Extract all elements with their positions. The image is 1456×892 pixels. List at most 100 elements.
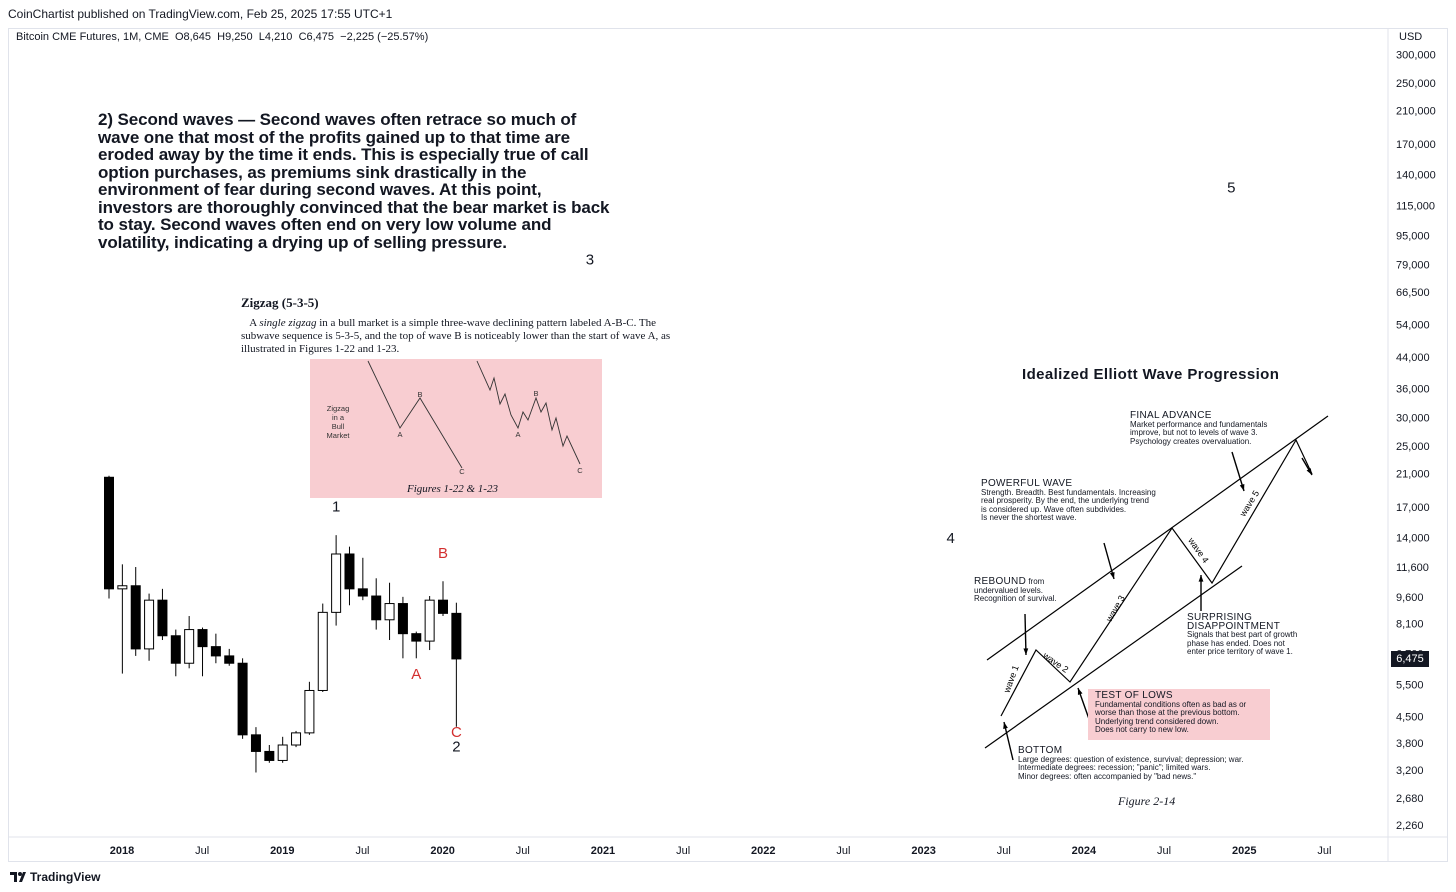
x-tick-label: 2018 <box>110 845 134 857</box>
bottom-arrow-head <box>1003 722 1008 729</box>
candle <box>371 578 382 630</box>
candle-body <box>411 633 422 642</box>
zigzag-point-label: C <box>577 466 583 475</box>
upper-channel-line <box>986 415 1329 661</box>
currency-label[interactable]: USD <box>1399 31 1423 43</box>
y-tick-label: 21,000 <box>1396 468 1430 480</box>
zigzag-point-label: B <box>533 389 538 398</box>
candle <box>411 631 422 659</box>
candle <box>384 582 395 641</box>
wave-name-label: wave 5 <box>1237 489 1261 519</box>
subdivided-zigzag-line <box>476 360 581 465</box>
y-tick-label: 140,000 <box>1396 169 1436 181</box>
y-tick-label: 4,500 <box>1396 711 1424 723</box>
zigzag-point-label: A <box>397 430 402 439</box>
candle <box>438 581 448 617</box>
simple-zigzag-line <box>367 360 463 469</box>
symbol-legend: Bitcoin CME Futures, 1M, CME O8,645 H9,2… <box>16 31 428 43</box>
final-advance-note: FINAL ADVANCE Market performance and fun… <box>1130 410 1268 446</box>
test-of-lows-note: TEST OF LOWS Fundamental conditions ofte… <box>1088 689 1270 740</box>
y-tick-label: 9,600 <box>1396 592 1424 604</box>
candle <box>237 658 248 739</box>
y-tick-label: 2,680 <box>1396 793 1424 805</box>
candle <box>291 730 302 748</box>
axes-layer <box>8 28 1448 862</box>
final-advance-arrow-head <box>1239 484 1245 491</box>
wave-name-label: wave 2 <box>1040 650 1070 675</box>
chart-frame[interactable] <box>8 28 1448 862</box>
candle-body <box>144 599 155 650</box>
candle-body <box>331 553 342 613</box>
x-tick-label: 2021 <box>591 845 615 857</box>
candle-body <box>117 585 128 590</box>
candle <box>424 596 435 651</box>
wave-count-label: 5 <box>1227 179 1235 196</box>
y-tick-label: 3,200 <box>1396 765 1424 777</box>
lower-channel-line <box>984 565 1243 749</box>
abc-wave-label: B <box>438 545 448 562</box>
candle <box>451 602 462 727</box>
disappointment-arrow-head <box>1198 575 1204 582</box>
candle <box>331 535 342 626</box>
zigzag-caption: Figures 1-22 & 1-23 <box>407 483 498 495</box>
candle <box>304 681 315 735</box>
zigzag-description: A single zigzag in a bull market is a si… <box>241 317 671 355</box>
y-tick-label: 170,000 <box>1396 139 1436 151</box>
y-tick-label: 115,000 <box>1396 200 1435 212</box>
wave-annotations: 1 2 3 4 5 A B C <box>332 179 1235 755</box>
second-waves-note[interactable]: 2) Second waves — Second waves often ret… <box>98 110 610 252</box>
x-tick-label: 2019 <box>270 845 294 857</box>
candle-body <box>210 646 221 657</box>
candle <box>397 596 408 659</box>
symbol-name: Bitcoin CME Futures, 1M, CME <box>16 31 169 43</box>
x-tick-label: Jul <box>836 845 850 857</box>
powerful-wave-arrow-head <box>1109 572 1115 579</box>
candle <box>317 603 328 692</box>
x-tick-label: Jul <box>676 845 690 857</box>
y-tick-label: 2,260 <box>1396 820 1424 832</box>
zigzag-point-label: B <box>417 390 422 399</box>
candle-body <box>104 476 114 590</box>
candle-body <box>357 588 368 597</box>
top-decline-arrow-head <box>1306 468 1312 475</box>
y-tick-label: 5,500 <box>1396 680 1424 692</box>
close-value: C6,475 <box>298 31 335 43</box>
y-tick-label: 8,100 <box>1396 619 1424 631</box>
tradingview-logo-icon <box>10 872 26 882</box>
candle-body <box>157 599 168 637</box>
y-tick-label: 17,000 <box>1396 502 1430 514</box>
rebound-arrow-head <box>1023 648 1029 655</box>
zigzag-point-label: C <box>459 467 465 476</box>
x-tick-label: Jul <box>1317 845 1331 857</box>
y-tick-label: 95,000 <box>1396 231 1430 243</box>
y-tick-label: 300,000 <box>1396 49 1436 61</box>
high-value: H9,250 <box>217 31 253 43</box>
x-tick-label: Jul <box>355 845 369 857</box>
y-tick-label: 36,000 <box>1396 384 1430 396</box>
zigzag-inset-label: Market <box>327 431 351 440</box>
wave-name-label: wave 3 <box>1103 594 1126 625</box>
candle-body <box>451 612 462 660</box>
elliott-title: Idealized Elliott Wave Progression <box>1022 366 1280 383</box>
surprising-disappointment-note: SURPRISING DISAPPOINTMENT Signals that b… <box>1187 612 1298 656</box>
candle-body <box>317 611 328 691</box>
x-tick-label: Jul <box>516 845 530 857</box>
candle <box>344 546 355 606</box>
y-tick-label: 44,000 <box>1396 352 1430 364</box>
zigzag-inset-label: Zigzag <box>327 404 350 413</box>
candle <box>117 564 128 674</box>
candle <box>277 736 288 763</box>
wave-count-label: 4 <box>947 530 955 547</box>
candle <box>224 648 235 666</box>
abc-wave-label: C <box>451 724 462 741</box>
change-value: −2,225 (−25.57%) <box>340 31 429 43</box>
rebound-arrow <box>1024 613 1027 656</box>
tradingview-brand[interactable]: TradingView <box>10 870 100 884</box>
y-tick-label: 54,000 <box>1396 320 1430 332</box>
wave-count-label: 2 <box>452 738 460 755</box>
elliott-caption: Figure 2-14 <box>1118 794 1176 808</box>
test-of-lows-arrow-head <box>1077 688 1083 695</box>
candle-body <box>224 655 235 664</box>
